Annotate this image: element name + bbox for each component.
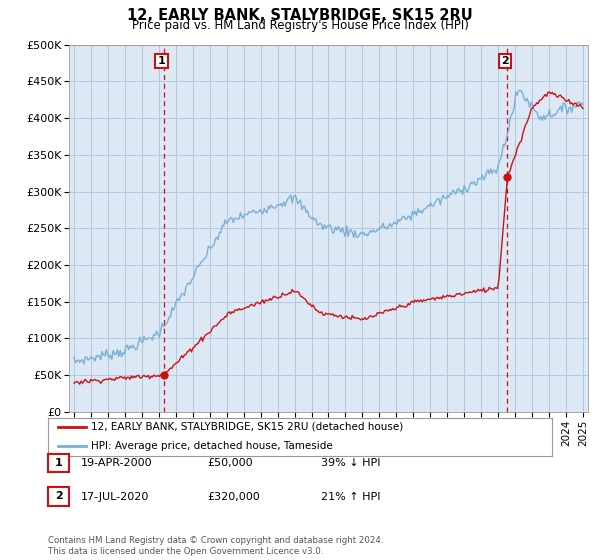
Text: 19-APR-2000: 19-APR-2000: [81, 458, 152, 468]
Text: HPI: Average price, detached house, Tameside: HPI: Average price, detached house, Tame…: [91, 441, 332, 451]
Text: 2: 2: [501, 56, 509, 66]
Text: 12, EARLY BANK, STALYBRIDGE, SK15 2RU (detached house): 12, EARLY BANK, STALYBRIDGE, SK15 2RU (d…: [91, 422, 403, 432]
Text: £320,000: £320,000: [207, 492, 260, 502]
Text: 2: 2: [55, 492, 62, 501]
Text: 1: 1: [55, 458, 62, 468]
Text: 17-JUL-2020: 17-JUL-2020: [81, 492, 149, 502]
Text: 12, EARLY BANK, STALYBRIDGE, SK15 2RU: 12, EARLY BANK, STALYBRIDGE, SK15 2RU: [127, 8, 473, 24]
Text: Contains HM Land Registry data © Crown copyright and database right 2024.
This d: Contains HM Land Registry data © Crown c…: [48, 536, 383, 556]
Text: Price paid vs. HM Land Registry's House Price Index (HPI): Price paid vs. HM Land Registry's House …: [131, 19, 469, 32]
Text: 21% ↑ HPI: 21% ↑ HPI: [321, 492, 380, 502]
Text: 39% ↓ HPI: 39% ↓ HPI: [321, 458, 380, 468]
Text: 1: 1: [158, 56, 166, 66]
Text: £50,000: £50,000: [207, 458, 253, 468]
